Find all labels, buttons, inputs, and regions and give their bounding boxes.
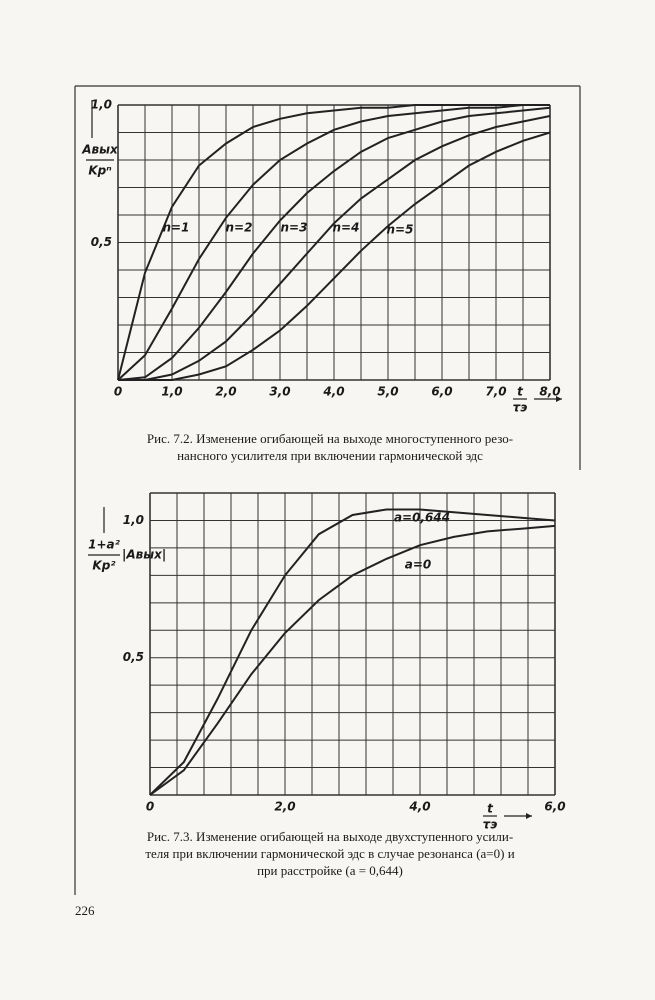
curve [149, 524, 556, 796]
x-tick-label: 4,0 [408, 800, 430, 814]
x-tick-label: 3,0 [269, 385, 290, 399]
x-tick-label: 6,0 [544, 800, 565, 814]
curve [117, 104, 550, 381]
x-label: t [487, 802, 494, 816]
curve-label: n=4 [333, 221, 360, 235]
curve [118, 131, 551, 381]
curve-label: n=3 [281, 221, 308, 235]
axis-arrow [526, 813, 532, 819]
page-number: 226 [75, 903, 95, 918]
curve [118, 115, 551, 381]
x-label: τэ [483, 818, 498, 832]
caption-line: Рис. 7.3. Изменение огибающей на выходе … [147, 829, 513, 844]
x-label: τэ [513, 401, 528, 415]
x-tick-label: 6,0 [431, 385, 452, 399]
x-tick-label: 4,0 [322, 385, 344, 399]
caption-line: Рис. 7.2. Изменение огибающей на выходе … [147, 431, 513, 446]
caption-line: теля при включении гармонической эдс в с… [145, 846, 514, 861]
curve [149, 508, 556, 796]
curve [117, 104, 550, 381]
x-tick-label: 8,0 [539, 385, 560, 399]
x-tick-label: 2,0 [215, 385, 236, 399]
x-tick-label: 0 [114, 385, 122, 399]
y-tick-label: 0,5 [123, 650, 144, 664]
x-tick-label: 2,0 [274, 800, 295, 814]
x-tick-label: 1,0 [161, 385, 182, 399]
x-tick-label: 0 [146, 800, 154, 814]
x-tick-label: 5,0 [377, 385, 398, 399]
y-tick-label: 0,5 [91, 235, 112, 249]
y-label: 1+a² [88, 538, 121, 552]
y-label: Aвых [81, 143, 119, 157]
x-label: t [517, 385, 524, 399]
y-label: Kp² [92, 559, 116, 573]
curve-label: a=0 [405, 558, 432, 572]
y-label: Kpⁿ [88, 164, 112, 178]
x-tick-label: 7,0 [485, 385, 506, 399]
caption-line: при расстройке (a = 0,644) [257, 863, 403, 878]
curve-label: n=5 [387, 223, 414, 237]
curve-label: n=2 [226, 221, 253, 235]
axis-arrow [556, 396, 562, 402]
y-tick-label: 1,0 [123, 513, 144, 527]
y-label: |Aвых| [122, 548, 166, 562]
y-tick-label: 1,0 [91, 98, 112, 112]
curve-label: n=1 [163, 221, 190, 235]
caption-line: нансного усилителя при включении гармони… [177, 448, 483, 463]
curve [117, 106, 551, 381]
curve-label: a=0,644 [394, 511, 450, 525]
